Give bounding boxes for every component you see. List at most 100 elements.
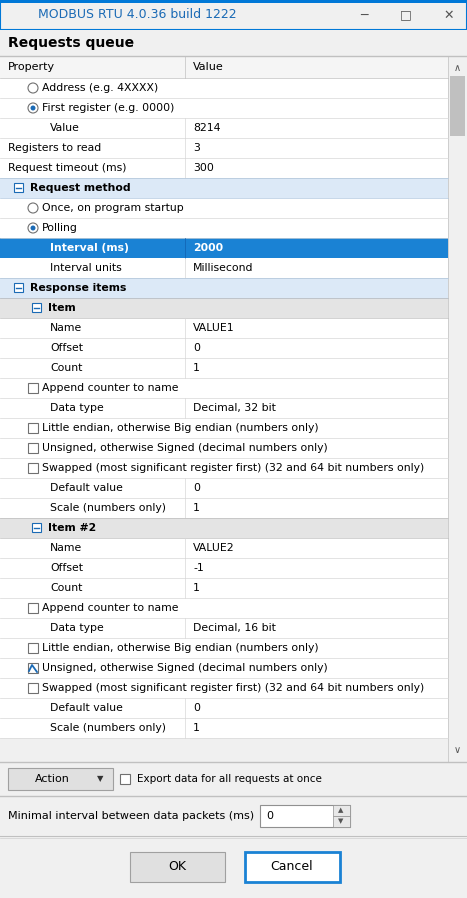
Bar <box>32 523 41 532</box>
Text: Unsigned, otherwise Signed (decimal numbers only): Unsigned, otherwise Signed (decimal numb… <box>42 663 328 673</box>
Bar <box>260 805 350 827</box>
Text: 0: 0 <box>193 343 200 353</box>
Text: MODBUS RTU 4.0.36 build 1222: MODBUS RTU 4.0.36 build 1222 <box>38 8 237 22</box>
Text: Default value: Default value <box>50 703 123 713</box>
Text: Requests queue: Requests queue <box>8 36 134 50</box>
Bar <box>120 774 130 784</box>
Bar <box>0 218 448 238</box>
Text: ∧: ∧ <box>453 63 460 73</box>
Bar <box>0 558 448 578</box>
Circle shape <box>28 83 38 93</box>
Bar <box>0 238 448 258</box>
Bar <box>333 816 350 827</box>
Bar <box>28 443 38 453</box>
Text: ▼: ▼ <box>338 818 344 824</box>
Bar <box>0 178 448 198</box>
Text: Polling: Polling <box>42 223 78 233</box>
Bar <box>0 118 448 138</box>
Text: Little endian, otherwise Big endian (numbers only): Little endian, otherwise Big endian (num… <box>42 423 318 433</box>
Text: □: □ <box>400 8 412 22</box>
Text: 8214: 8214 <box>193 123 220 133</box>
Bar <box>0 698 448 718</box>
Circle shape <box>30 225 35 231</box>
Bar <box>0 0 467 3</box>
Bar <box>28 683 38 693</box>
Text: Append counter to name: Append counter to name <box>42 383 178 393</box>
Bar <box>0 278 448 298</box>
Text: Count: Count <box>50 583 82 593</box>
Text: Name: Name <box>50 323 82 333</box>
Text: 1: 1 <box>193 503 200 513</box>
Bar <box>28 463 38 473</box>
Text: Response items: Response items <box>30 283 127 293</box>
Text: Scale (numbers only): Scale (numbers only) <box>50 723 166 733</box>
Text: 2000: 2000 <box>193 243 223 253</box>
Bar <box>0 398 448 418</box>
Text: Count: Count <box>50 363 82 373</box>
Bar <box>0 762 467 796</box>
Text: Request method: Request method <box>30 183 131 193</box>
Bar <box>0 438 448 458</box>
Bar <box>0 158 448 178</box>
Text: ✕: ✕ <box>443 8 453 22</box>
Bar <box>0 598 448 618</box>
Bar <box>0 338 448 358</box>
Bar <box>0 138 448 158</box>
Text: Interval units: Interval units <box>50 263 122 273</box>
Text: ─: ─ <box>360 8 368 22</box>
Bar <box>0 78 448 98</box>
Bar <box>0 0 467 30</box>
Text: Little endian, otherwise Big endian (numbers only): Little endian, otherwise Big endian (num… <box>42 643 318 653</box>
Text: Cancel: Cancel <box>271 860 313 874</box>
Text: Value: Value <box>50 123 80 133</box>
Text: Decimal, 16 bit: Decimal, 16 bit <box>193 623 276 633</box>
Text: Interval (ms): Interval (ms) <box>50 243 129 253</box>
Text: Scale (numbers only): Scale (numbers only) <box>50 503 166 513</box>
Text: 3: 3 <box>193 143 200 153</box>
Bar <box>0 578 448 598</box>
Text: Swapped (most significant register first) (32 and 64 bit numbers only): Swapped (most significant register first… <box>42 463 424 473</box>
Bar <box>0 518 448 538</box>
Bar <box>0 418 448 438</box>
Circle shape <box>30 105 35 110</box>
Text: Name: Name <box>50 543 82 553</box>
Circle shape <box>28 203 38 213</box>
Bar <box>0 678 448 698</box>
Text: OK: OK <box>168 860 186 874</box>
Text: ∨: ∨ <box>453 745 460 755</box>
Text: Offset: Offset <box>50 563 83 573</box>
Bar <box>28 603 38 613</box>
Text: 1: 1 <box>193 583 200 593</box>
Text: Action: Action <box>35 774 70 784</box>
Text: 0: 0 <box>193 703 200 713</box>
Text: ▼: ▼ <box>97 774 104 783</box>
Text: -1: -1 <box>193 563 204 573</box>
Bar <box>28 383 38 393</box>
Text: Unsigned, otherwise Signed (decimal numbers only): Unsigned, otherwise Signed (decimal numb… <box>42 443 328 453</box>
Text: Value: Value <box>193 62 224 72</box>
Text: VALUE2: VALUE2 <box>193 543 234 553</box>
Text: Offset: Offset <box>50 343 83 353</box>
Text: Property: Property <box>8 62 55 72</box>
Bar <box>0 658 448 678</box>
Bar <box>28 423 38 433</box>
Text: Millisecond: Millisecond <box>193 263 254 273</box>
Bar <box>0 718 448 738</box>
Circle shape <box>28 103 38 113</box>
Bar <box>0 30 467 56</box>
Bar <box>0 198 448 218</box>
Bar <box>130 852 225 882</box>
Text: Swapped (most significant register first) (32 and 64 bit numbers only): Swapped (most significant register first… <box>42 683 424 693</box>
Text: 300: 300 <box>193 163 214 173</box>
Text: 0: 0 <box>266 811 273 821</box>
Bar <box>0 618 448 638</box>
Text: First register (e.g. 0000): First register (e.g. 0000) <box>42 103 174 113</box>
Text: Request timeout (ms): Request timeout (ms) <box>8 163 127 173</box>
Bar <box>0 478 448 498</box>
Bar <box>0 796 467 836</box>
Bar <box>0 318 448 338</box>
Text: Address (e.g. 4XXXX): Address (e.g. 4XXXX) <box>42 83 158 93</box>
Text: Minimal interval between data packets (ms): Minimal interval between data packets (m… <box>8 811 254 821</box>
Bar <box>0 98 448 118</box>
Text: VALUE1: VALUE1 <box>193 323 234 333</box>
